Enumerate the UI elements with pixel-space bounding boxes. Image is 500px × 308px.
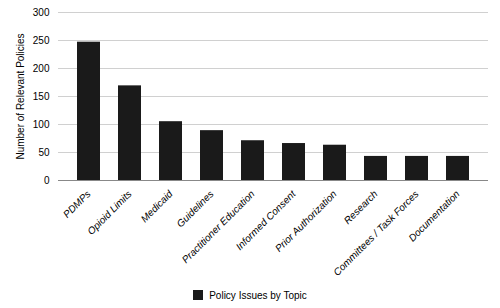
svg-text:300: 300	[33, 7, 50, 18]
svg-text:Practitioner Education: Practitioner Education	[180, 188, 257, 265]
svg-text:200: 200	[33, 63, 50, 74]
svg-text:Committees / Task Forces: Committees / Task Forces	[331, 188, 421, 278]
svg-text:0: 0	[44, 175, 50, 186]
svg-text:Prior Authorization: Prior Authorization	[273, 188, 339, 254]
svg-text:Guidelines: Guidelines	[174, 188, 215, 229]
svg-text:Number of Relevant Policies: Number of Relevant Policies	[15, 33, 26, 159]
svg-text:PDMPs: PDMPs	[61, 188, 93, 220]
svg-text:Documentation: Documentation	[406, 188, 462, 244]
svg-text:Medicaid: Medicaid	[139, 188, 175, 224]
html-text:Policy Issues by Topic: Policy Issues by Topic	[209, 289, 307, 301]
svg-text:Research: Research	[342, 188, 380, 226]
svg-text:50: 50	[38, 147, 50, 158]
svg-text:100: 100	[33, 119, 50, 130]
svg-text:Informed Consent: Informed Consent	[233, 188, 298, 253]
svg-text:250: 250	[33, 35, 50, 46]
svg-text:Opioid Limits: Opioid Limits	[85, 188, 134, 237]
svg-text:150: 150	[33, 91, 50, 102]
